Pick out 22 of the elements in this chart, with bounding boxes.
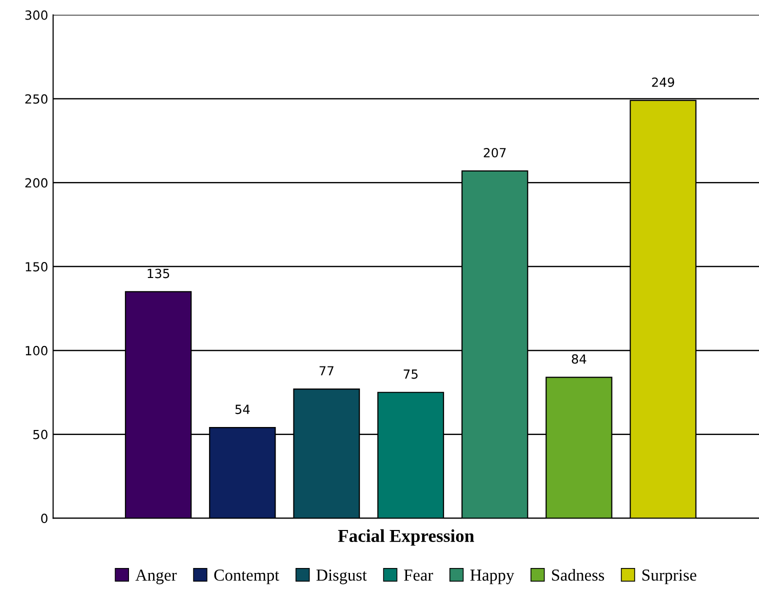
y-tick-label: 150	[26, 262, 48, 272]
legend-label: Happy	[470, 570, 514, 584]
legend-label: Disgust	[316, 570, 367, 584]
data-label: 207	[484, 148, 506, 158]
legend-label: Anger	[135, 570, 177, 584]
x-axis-title: Facial Expression	[338, 529, 474, 546]
legend-label: Sadness	[552, 569, 604, 581]
y-tick-label: 300	[25, 10, 48, 20]
data-label: 54	[235, 404, 250, 414]
legend-label: Fear	[404, 570, 434, 581]
y-tick-label: 50	[33, 430, 48, 440]
data-label: 84	[572, 354, 586, 364]
legend-label: Surprise	[642, 570, 696, 584]
y-tick-label: 100	[26, 346, 48, 356]
data-label: 249	[652, 77, 674, 87]
y-tick-label: 200	[25, 178, 48, 188]
legend-label: Contempt	[214, 570, 280, 584]
y-tick-label: 250	[25, 94, 48, 104]
data-label: 77	[320, 366, 334, 376]
data-label: 135	[148, 268, 170, 278]
data-label: 75	[404, 370, 418, 379]
y-tick-label: 0	[41, 514, 48, 524]
